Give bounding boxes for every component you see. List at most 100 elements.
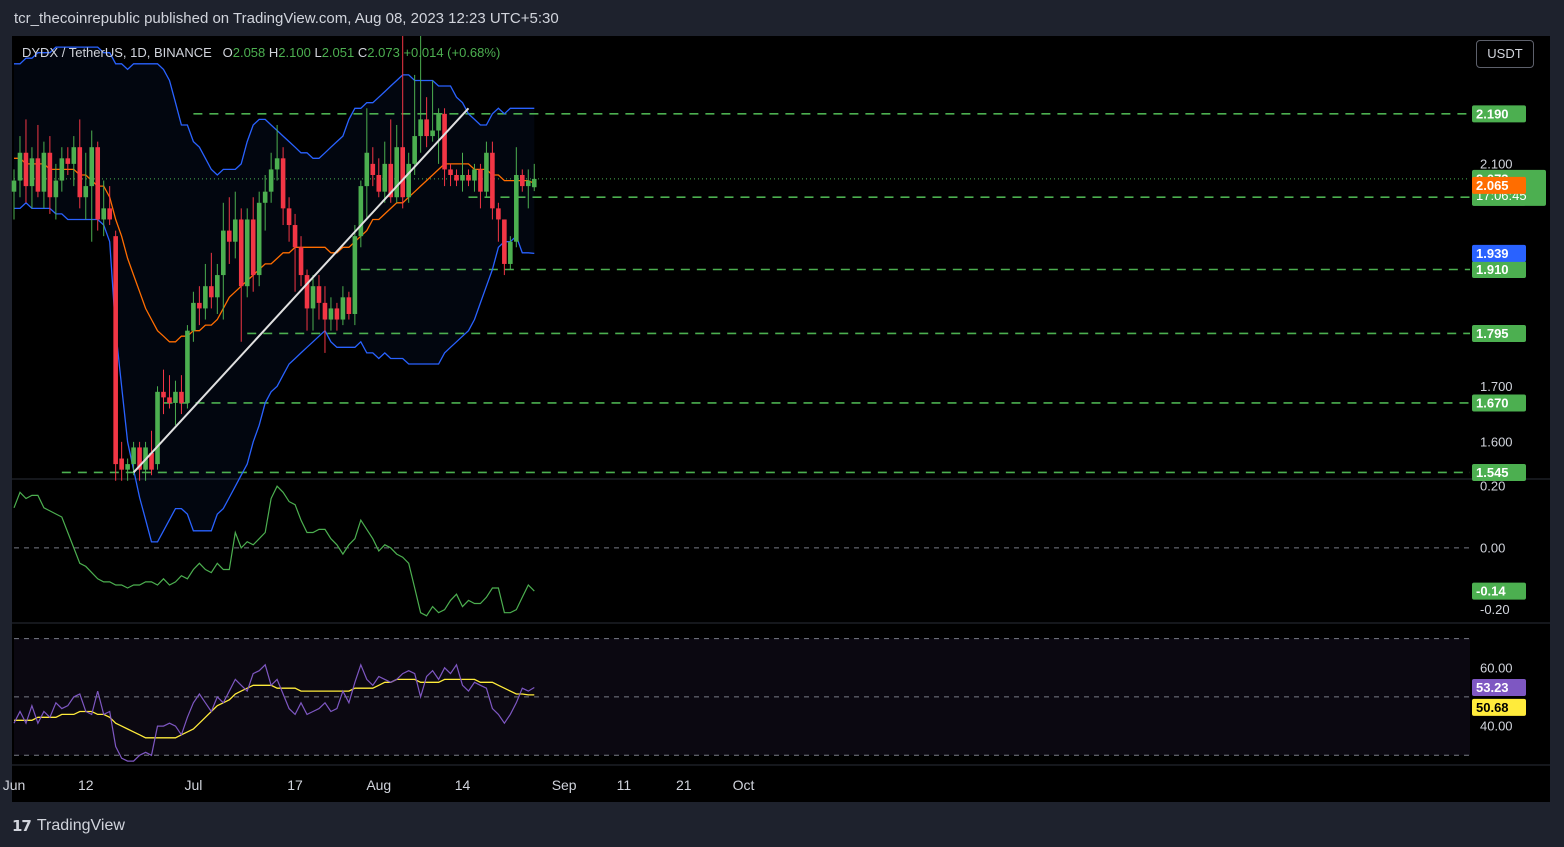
time-axis-tick-label: Jul [184, 777, 202, 793]
level-price-label-box [1472, 463, 1526, 481]
candle-body [496, 208, 501, 220]
candle-body [77, 147, 83, 198]
candle-body [322, 302, 328, 320]
candle-body [472, 169, 477, 181]
high-label: H [268, 45, 279, 60]
macd-axis-tick-label: 0.20 [1480, 479, 1505, 494]
candle-body [244, 219, 250, 287]
candle-body [412, 136, 417, 164]
candle-body [232, 219, 238, 242]
time-axis-tick-label: 21 [676, 777, 692, 793]
time-axis-tick-label: Sep [552, 777, 577, 793]
candle-body [484, 152, 489, 192]
candle-body [125, 464, 130, 470]
level-price-label: 1.910 [1476, 262, 1509, 277]
macd-line [13, 485, 535, 617]
change-value: +0.014 (+0.68%) [403, 45, 501, 60]
candle-body [448, 169, 453, 175]
candle-body [47, 152, 53, 198]
candle-body [525, 180, 531, 187]
candle-body [430, 130, 435, 137]
candle-body [442, 113, 447, 170]
candle-body [310, 286, 316, 309]
candle-body [358, 186, 364, 237]
candle-body [418, 119, 423, 137]
tradingview-logo-icon: 17 [12, 817, 32, 835]
candle-body [304, 275, 310, 309]
brand-text: TradingView [36, 817, 125, 834]
candle-body [65, 158, 71, 164]
candle-body [400, 147, 405, 198]
candle-body [382, 163, 388, 192]
level-price-label-box [1472, 394, 1526, 412]
candle-body [490, 152, 495, 209]
rsi-line [13, 663, 535, 762]
symbol-legend: DYDX / TetherUS, 1D, BINANCE O2.058 H2.1… [22, 45, 500, 60]
candle-body [364, 152, 370, 187]
currency-button[interactable]: USDT [1476, 40, 1534, 68]
trend-line [132, 107, 470, 474]
candle-body [316, 286, 322, 303]
tradingview-brand[interactable]: 17 TradingView [12, 817, 125, 835]
candle-body [59, 158, 65, 181]
rsi-ma-value-label: 50.68 [1476, 700, 1509, 715]
low-label: L [314, 45, 322, 60]
candle-body [460, 174, 465, 181]
candle-body [250, 219, 256, 276]
level-price-label: 1.795 [1476, 326, 1509, 341]
candle-body [131, 447, 136, 465]
candle-body [508, 241, 513, 264]
top-bar: tcr_thecoinrepublic published on Trading… [0, 0, 1564, 36]
candle-body [167, 397, 172, 403]
macd-value-label: -0.14 [1476, 584, 1506, 599]
indicator-price-label-box [1472, 176, 1526, 194]
candle-body [328, 308, 334, 320]
candle-body [346, 297, 352, 314]
level-price-label: 1.545 [1476, 465, 1509, 480]
moving-average-line [14, 157, 535, 343]
candle-body [502, 219, 507, 264]
candle-body [95, 147, 101, 220]
candle-body [454, 174, 459, 181]
candle-body [185, 330, 190, 403]
candle-body [89, 147, 95, 187]
time-axis-tick-label: Oct [733, 777, 755, 793]
candle-body [238, 219, 244, 287]
candle-body [137, 447, 142, 470]
level-price-label-box [1472, 261, 1526, 279]
candle-body [11, 180, 17, 192]
price-axis-tick-label: 1.700 [1480, 379, 1513, 394]
candle-body [191, 302, 196, 331]
candle-body [274, 158, 280, 170]
rsi-value-label: 53.23 [1476, 680, 1509, 695]
candle-body [256, 202, 262, 276]
candle-body [268, 169, 274, 192]
candle-body [209, 286, 214, 298]
low-value: 2.051 [321, 45, 355, 60]
candle-body [424, 119, 429, 137]
candle-body [531, 178, 537, 188]
macd-value-label-box [1472, 582, 1526, 600]
rsi-ma-value-box [1472, 698, 1526, 716]
time-axis-tick-label: 11 [617, 777, 632, 793]
candle-body [298, 247, 304, 276]
level-price-label-box [1472, 324, 1526, 342]
indicator-price-label-box [1472, 244, 1526, 262]
candle-body [215, 275, 220, 298]
time-axis-tick-label: 17 [287, 777, 303, 793]
candle-body [155, 391, 160, 465]
candle-body [179, 391, 184, 403]
candle-body [388, 163, 394, 198]
indicator-price-label: 1.939 [1476, 246, 1509, 261]
time-axis-tick-label: Jun [3, 777, 26, 793]
footer: 17 TradingView [0, 802, 1564, 847]
candle-body [292, 225, 298, 248]
candle-body [370, 163, 376, 175]
candle-body [53, 180, 59, 198]
rsi-value-label-box [1472, 678, 1526, 696]
rsi-ma-line [14, 678, 535, 739]
candle-body [29, 158, 35, 187]
high-value: 2.100 [278, 45, 311, 60]
candle-body [173, 391, 178, 403]
